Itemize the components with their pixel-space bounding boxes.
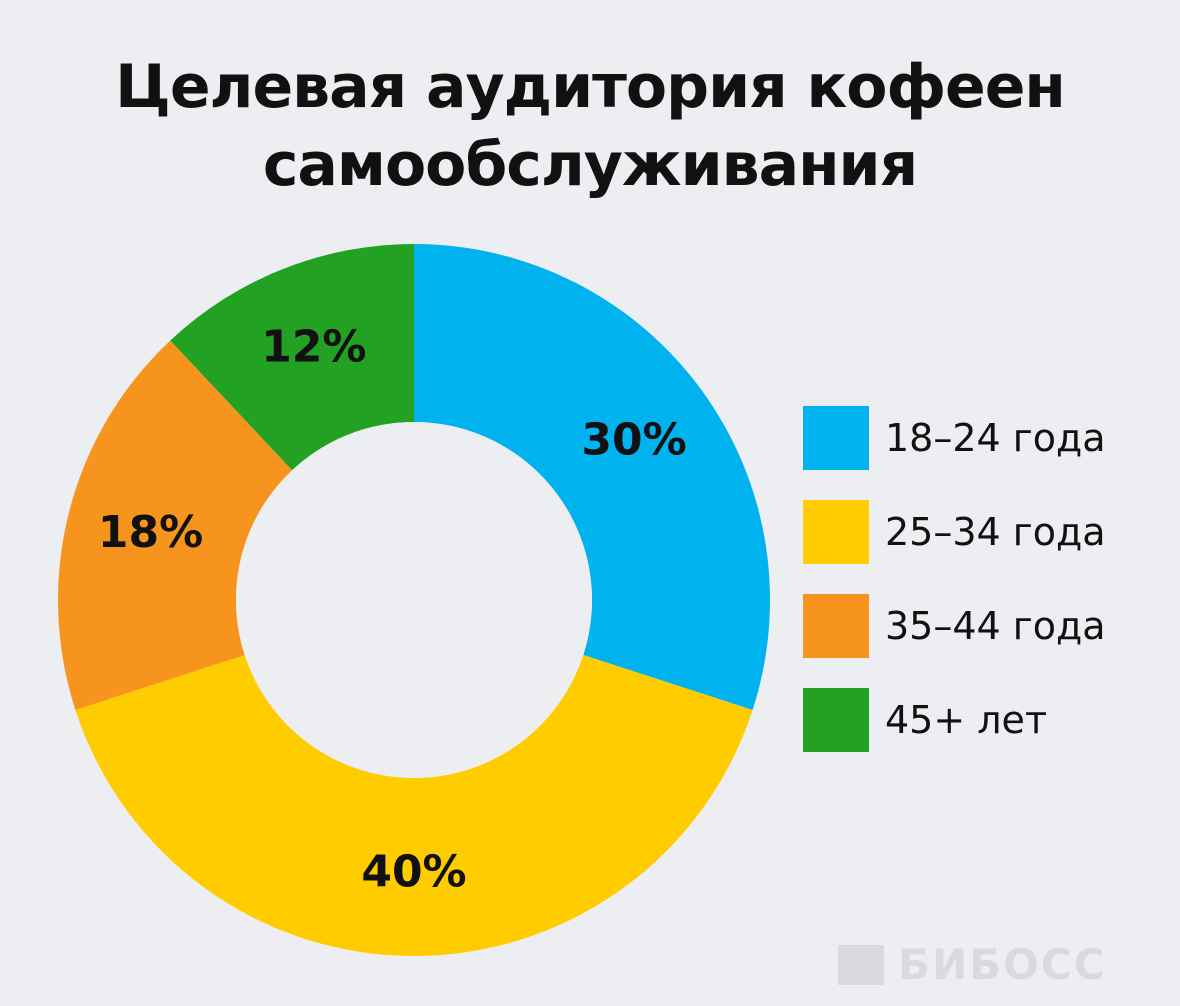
legend-swatch-35-44 bbox=[803, 594, 869, 658]
chart-title: Целевая аудитория кофеен самообслуживани… bbox=[0, 48, 1180, 204]
slice-45-plus bbox=[170, 244, 414, 471]
chart-title-line-2: самообслуживания bbox=[262, 130, 918, 200]
legend-label-35-44: 35–44 года bbox=[885, 604, 1106, 648]
legend-swatch-25-34 bbox=[803, 500, 869, 564]
slice-25-34 bbox=[75, 655, 753, 956]
legend-swatch-18-24 bbox=[803, 406, 869, 470]
slice-label-18-24: 30% bbox=[581, 415, 686, 466]
brand-logo: БИБОСС bbox=[838, 940, 1107, 989]
legend-label-18-24: 18–24 года bbox=[885, 416, 1106, 460]
donut-hole bbox=[236, 422, 592, 778]
slice-label-45-plus: 12% bbox=[261, 322, 366, 373]
legend: 18–24 года 25–34 года 35–44 года 45+ лет bbox=[803, 406, 1106, 782]
slice-35-44 bbox=[58, 340, 293, 711]
chart-title-line-1: Целевая аудитория кофеен bbox=[115, 52, 1066, 122]
brand-text: БИБОСС bbox=[898, 940, 1107, 989]
legend-item-45-plus: 45+ лет bbox=[803, 688, 1106, 752]
slice-18-24 bbox=[414, 244, 770, 711]
legend-swatch-45-plus bbox=[803, 688, 869, 752]
slice-label-25-34: 40% bbox=[361, 847, 466, 898]
legend-item-25-34: 25–34 года bbox=[803, 500, 1106, 564]
legend-label-45-plus: 45+ лет bbox=[885, 698, 1048, 742]
legend-item-18-24: 18–24 года bbox=[803, 406, 1106, 470]
brand-square-icon bbox=[838, 944, 884, 985]
slice-label-35-44: 18% bbox=[98, 507, 203, 558]
legend-item-35-44: 35–44 года bbox=[803, 594, 1106, 658]
legend-label-25-34: 25–34 года bbox=[885, 510, 1106, 554]
